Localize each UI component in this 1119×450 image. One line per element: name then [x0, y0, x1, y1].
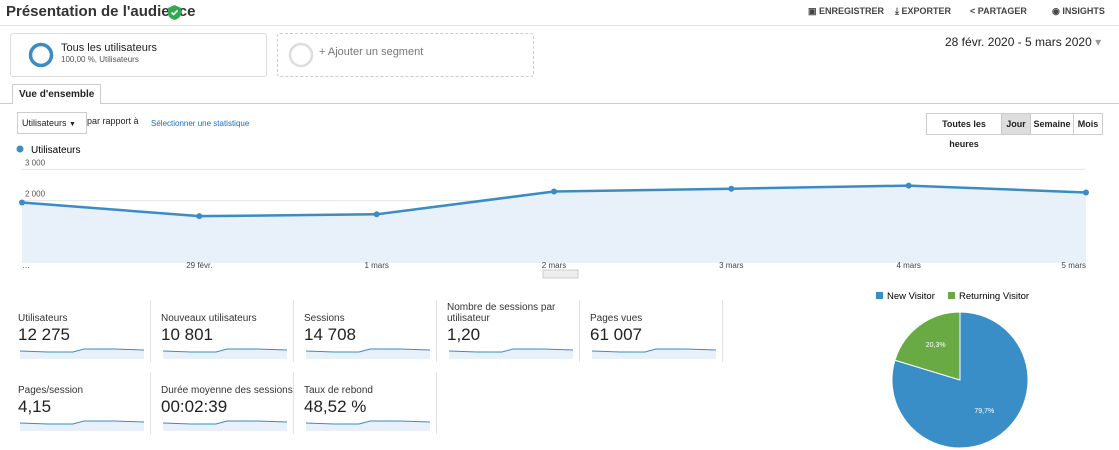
add-segment[interactable]: + Ajouter un segment: [277, 33, 534, 77]
metric-tile: Nouveaux utilisateurs 10 801: [158, 300, 294, 362]
legend-swatch: [876, 292, 883, 299]
sparkline: [591, 348, 717, 359]
share-button[interactable]: < PARTAGER: [970, 6, 1027, 16]
metric-label: Sessions: [304, 313, 345, 324]
point: [728, 185, 735, 192]
metric-label: Nouveaux utilisateurs: [161, 313, 257, 324]
divider: [0, 25, 1119, 26]
metric-value: 12 275: [18, 325, 70, 344]
x-tick-label: 2 mars: [542, 261, 566, 270]
metric-tile: Sessions 14 708: [301, 300, 437, 362]
segment[interactable]: Tous les utilisateurs 100,00 %, Utilisat…: [10, 33, 267, 77]
metric-value: 4,15: [18, 397, 52, 416]
label: PARTAGER: [977, 6, 1027, 16]
segment-name: Tous les utilisateurs: [61, 42, 157, 54]
period-button[interactable]: Semaine: [1030, 113, 1074, 135]
metric-label: Nombre de sessions par utilisateur: [447, 302, 556, 324]
select-stat-link[interactable]: Sélectionner une statistique: [151, 119, 250, 128]
sparkline: [162, 420, 288, 431]
metric-tile: Pages vues 61 007: [587, 300, 723, 362]
date-text: 28 févr. 2020 - 5 mars 2020: [945, 35, 1092, 49]
sparkline: [305, 348, 431, 359]
point: [196, 213, 203, 220]
page-title: Présentation de l'audience: [6, 3, 196, 20]
x-tick-label: 5 mars: [1062, 261, 1086, 270]
metric-value: 14 708: [304, 325, 356, 344]
collapse-handle: [542, 269, 579, 279]
segment-ring: [28, 42, 54, 68]
tab[interactable]: Vue d'ensemble: [12, 84, 102, 104]
point: [373, 211, 380, 218]
metric-value: 48,52 %: [304, 397, 367, 416]
metric-tile: Durée moyenne des sessions 00:02:39: [158, 372, 294, 434]
period-button[interactable]: Jour: [1001, 113, 1031, 135]
legend-label: Returning Visitor: [959, 291, 1029, 302]
legend-label: New Visitor: [887, 291, 935, 302]
sparkline: [19, 348, 145, 359]
label: EXPORTER: [901, 6, 951, 16]
slice-label: 20,3%: [926, 342, 946, 349]
metric-tile: Utilisateurs 12 275: [15, 300, 151, 362]
slice-label: 79,7%: [974, 408, 994, 415]
legend-marker: [16, 145, 24, 153]
point: [905, 182, 912, 189]
sparkline: [19, 420, 145, 431]
sparkline: [305, 420, 431, 431]
tab-line: [0, 103, 1119, 104]
date-range[interactable]: 28 févr. 2020 - 5 mars 2020 ▾: [945, 35, 1102, 49]
period-button[interactable]: Mois: [1073, 113, 1103, 135]
point: [551, 188, 557, 195]
pie-slice: [894, 311, 961, 381]
area: [22, 185, 1086, 263]
x-tick-label: 4 mars: [896, 261, 920, 270]
x-tick-label: …: [22, 261, 30, 270]
legend-swatch: [948, 292, 955, 299]
segment-detail: 100,00 %, Utilisateurs: [61, 55, 139, 64]
legend-label: Utilisateurs: [31, 145, 80, 156]
sparkline: [162, 348, 288, 359]
insights-button[interactable]: ◉ INSIGHTS: [1052, 6, 1105, 16]
metric-tile: Taux de rebond 48,52 %: [301, 372, 437, 434]
metric-tile: Pages/session 4,15: [15, 372, 151, 434]
metric-label: Pages vues: [590, 313, 643, 324]
metric-label: Taux de rebond: [304, 385, 373, 396]
metric-value: 00:02:39: [161, 397, 228, 416]
point: [1083, 189, 1089, 196]
x-tick-label: 1 mars: [364, 261, 388, 270]
x-tick-label: 29 févr.: [186, 261, 212, 270]
label: Utilisateurs: [22, 118, 67, 128]
export-button[interactable]: ⤓ EXPORTER: [895, 6, 951, 16]
compare-label: par rapport à: [87, 116, 139, 126]
segment-ring: [288, 42, 314, 68]
metric-tile: Nombre de sessions par utilisateur 1,20: [444, 300, 580, 362]
metric-label: Durée moyenne des sessions: [161, 385, 293, 396]
metric-label: Utilisateurs: [18, 313, 68, 324]
x-tick-label: 3 mars: [719, 261, 743, 270]
verified-icon: [168, 5, 181, 20]
point: [19, 199, 25, 206]
label: INSIGHTS: [1062, 6, 1105, 16]
period-button[interactable]: Toutes les heures: [926, 113, 1002, 149]
y-tick-label: 3 000: [25, 158, 46, 167]
metric-value: 10 801: [161, 325, 213, 344]
metric-value: 1,20: [447, 325, 481, 344]
add-segment-label: + Ajouter un segment: [319, 46, 424, 58]
metric-dropdown[interactable]: Utilisateurs ▼: [17, 112, 87, 134]
metric-label: Pages/session: [18, 385, 84, 396]
save-button[interactable]: ▣ ENREGISTRER: [808, 6, 885, 16]
pie-slice: [891, 311, 1029, 449]
y-tick-label: 2 000: [25, 190, 46, 199]
sparkline: [448, 348, 574, 359]
metric-value: 61 007: [590, 325, 642, 344]
label: ENREGISTRER: [819, 6, 885, 16]
